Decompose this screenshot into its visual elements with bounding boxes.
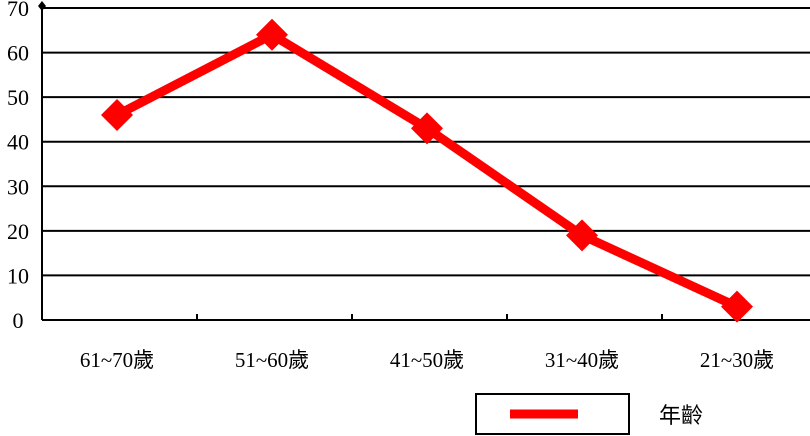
y-tick-label: 50 <box>7 85 29 110</box>
y-tick-label: 30 <box>7 174 29 199</box>
y-tick-labels: 0 10 20 30 40 50 60 70 <box>7 0 29 333</box>
series-group <box>101 18 753 323</box>
y-tick-label: 0 <box>13 308 24 333</box>
x-tick-label: 41~50歲 <box>390 348 464 372</box>
x-tick-label: 31~40歲 <box>545 348 619 372</box>
x-tick-label: 21~30歲 <box>700 348 774 372</box>
y-tick-label: 40 <box>7 130 29 155</box>
x-tick-label: 61~70歲 <box>80 348 154 372</box>
series-line <box>112 30 742 312</box>
gridlines <box>42 7 810 277</box>
y-tick-label: 70 <box>7 0 29 21</box>
y-tick-label: 20 <box>7 219 29 244</box>
data-point-marker <box>256 18 288 51</box>
y-tick-label: 60 <box>7 41 29 66</box>
data-point-marker <box>101 98 133 131</box>
x-tick-label: 51~60歲 <box>235 348 309 372</box>
legend: 年齡 <box>475 393 703 435</box>
data-point-marker <box>566 219 598 252</box>
x-tick-marks <box>196 314 663 320</box>
data-point-marker <box>721 290 753 323</box>
y-tick-label: 10 <box>7 263 29 288</box>
data-point-marker <box>411 112 443 145</box>
axis-top-marker <box>38 1 46 11</box>
legend-label: 年齡 <box>659 404 703 429</box>
x-tick-labels: 61~70歲 51~60歲 41~50歲 31~40歲 21~30歲 <box>80 348 774 372</box>
